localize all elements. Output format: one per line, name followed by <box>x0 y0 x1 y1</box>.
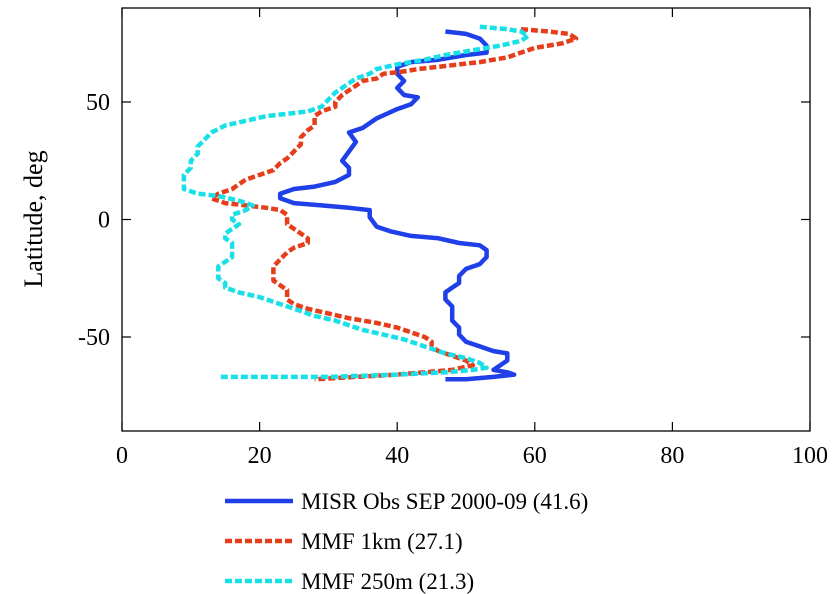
x-tick-label: 100 <box>792 443 828 469</box>
series-line-1 <box>277 29 517 382</box>
x-tick-labels: 0 20 40 60 80 100 <box>116 443 828 469</box>
y-tick-labels: -50 0 50 <box>78 90 110 351</box>
y-axis-label: Latitude, deg <box>19 150 48 287</box>
x-tick-label: 20 <box>248 443 272 469</box>
y-tick-label: 50 <box>86 90 110 116</box>
y-tick-label: 0 <box>98 208 110 234</box>
legend-label-3: MMF 250m (21.3) <box>301 569 474 594</box>
legend-label-2: MMF 1km (27.1) <box>301 529 463 554</box>
x-tick-label: 80 <box>660 443 684 469</box>
y-tick-label: -50 <box>78 325 110 351</box>
legend-label-1: MISR Obs SEP 2000-09 (41.6) <box>301 489 588 514</box>
legend: MISR Obs SEP 2000-09 (41.6) MMF 1km (27.1… <box>225 489 588 594</box>
axis-ticks <box>121 8 811 431</box>
series-layer <box>181 24 579 382</box>
series-line-2 <box>209 26 579 382</box>
x-tick-label: 60 <box>523 443 547 469</box>
x-tick-label: 40 <box>385 443 409 469</box>
plot-area <box>121 7 811 432</box>
x-tick-label: 0 <box>116 443 128 469</box>
series-line-3 <box>181 24 531 380</box>
